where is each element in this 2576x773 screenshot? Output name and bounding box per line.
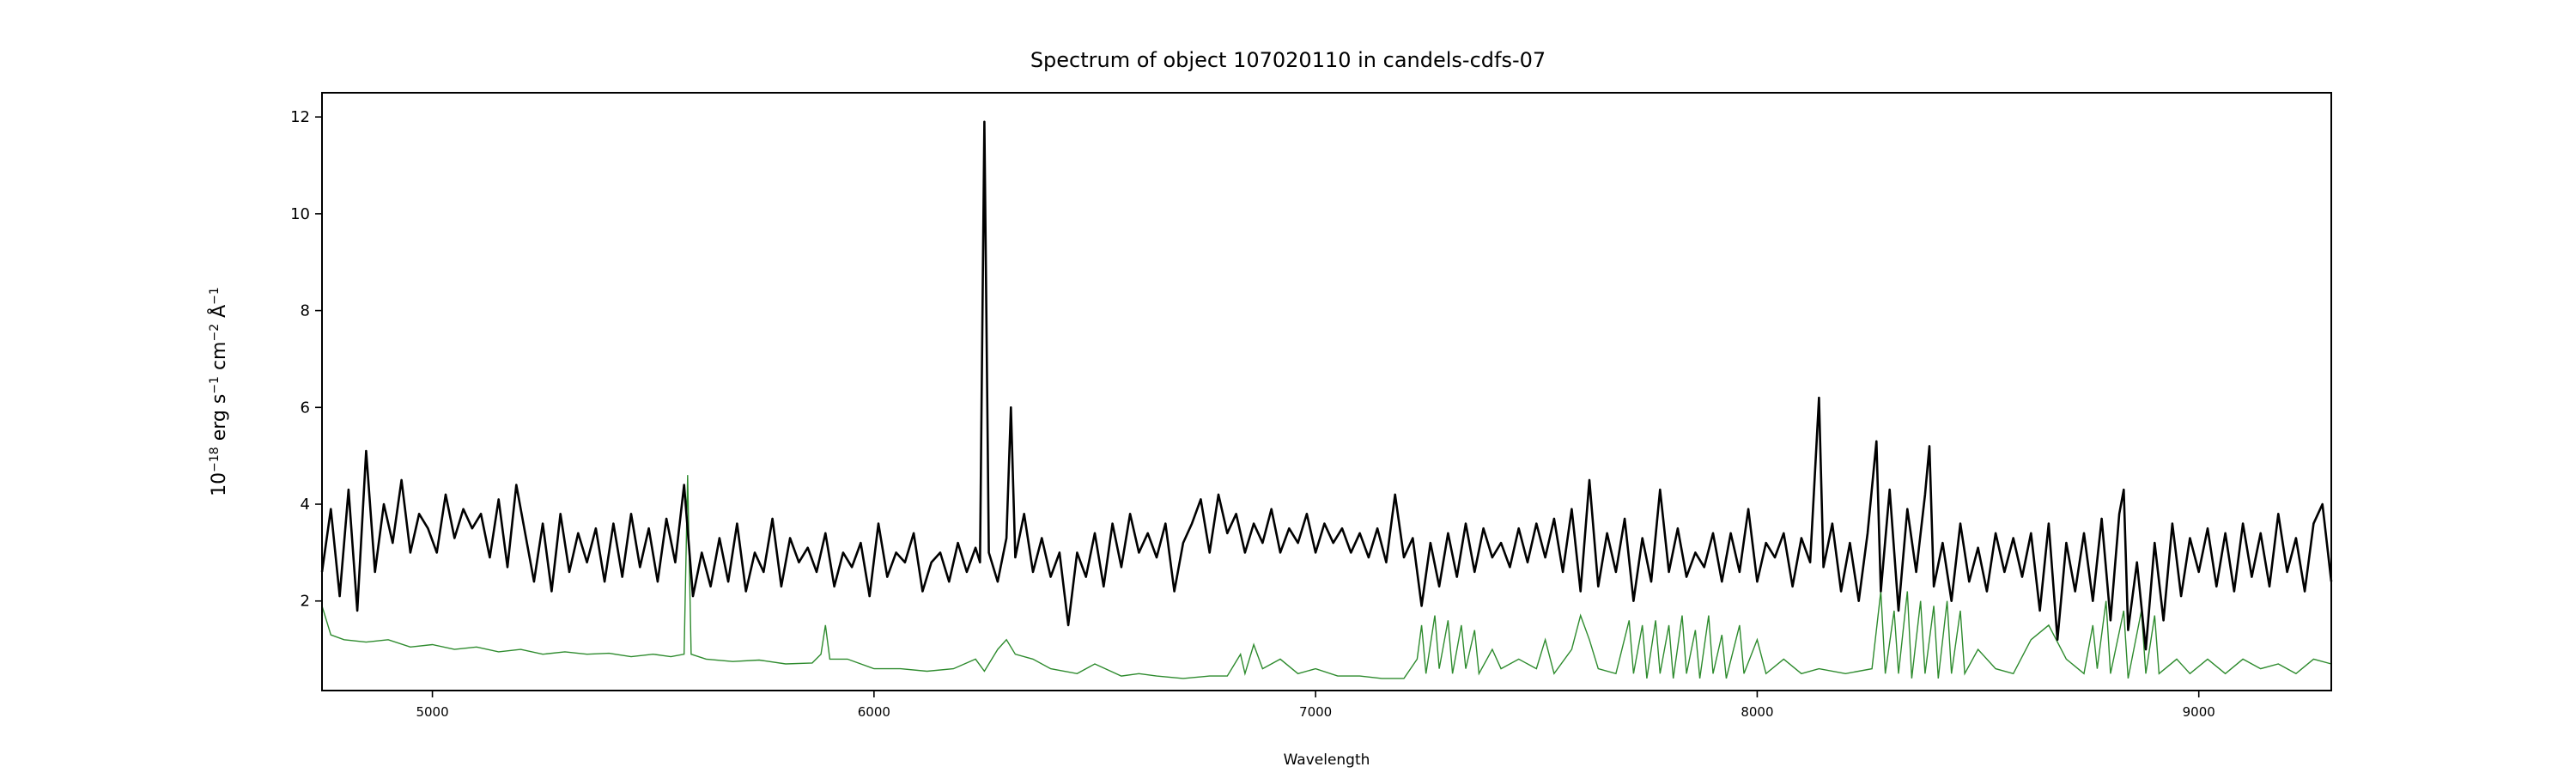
x-tick-label: 5000: [416, 704, 448, 720]
x-tick-label: 8000: [1741, 704, 1773, 720]
y-tick-label: 6: [301, 399, 310, 417]
x-axis-ticks: 5000 6000 7000 8000 9000: [416, 691, 2215, 720]
y-tick-label: 10: [290, 205, 310, 223]
flux-spectrum-line: [320, 120, 2333, 651]
plot-frame: [321, 92, 2332, 691]
x-tick-label: 6000: [858, 704, 890, 720]
plot-area: [322, 93, 2331, 691]
y-tick-label: 2: [301, 593, 310, 611]
x-tick-label: 9000: [2183, 704, 2215, 720]
y-axis-label: 10−18 erg s−1 cm−2 Å−1: [207, 287, 230, 496]
x-axis-label: Wavelength: [1284, 752, 1370, 769]
noise-spectrum-line: [321, 475, 2332, 679]
chart-title: Spectrum of object 107020110 in candels-…: [1030, 48, 1546, 72]
y-axis-ticks: 2 4 6 8 10 12: [290, 108, 322, 611]
y-tick-label: 4: [301, 496, 310, 514]
y-tick-label: 12: [290, 108, 310, 126]
x-tick-label: 7000: [1299, 704, 1332, 720]
y-tick-label: 8: [301, 302, 310, 320]
